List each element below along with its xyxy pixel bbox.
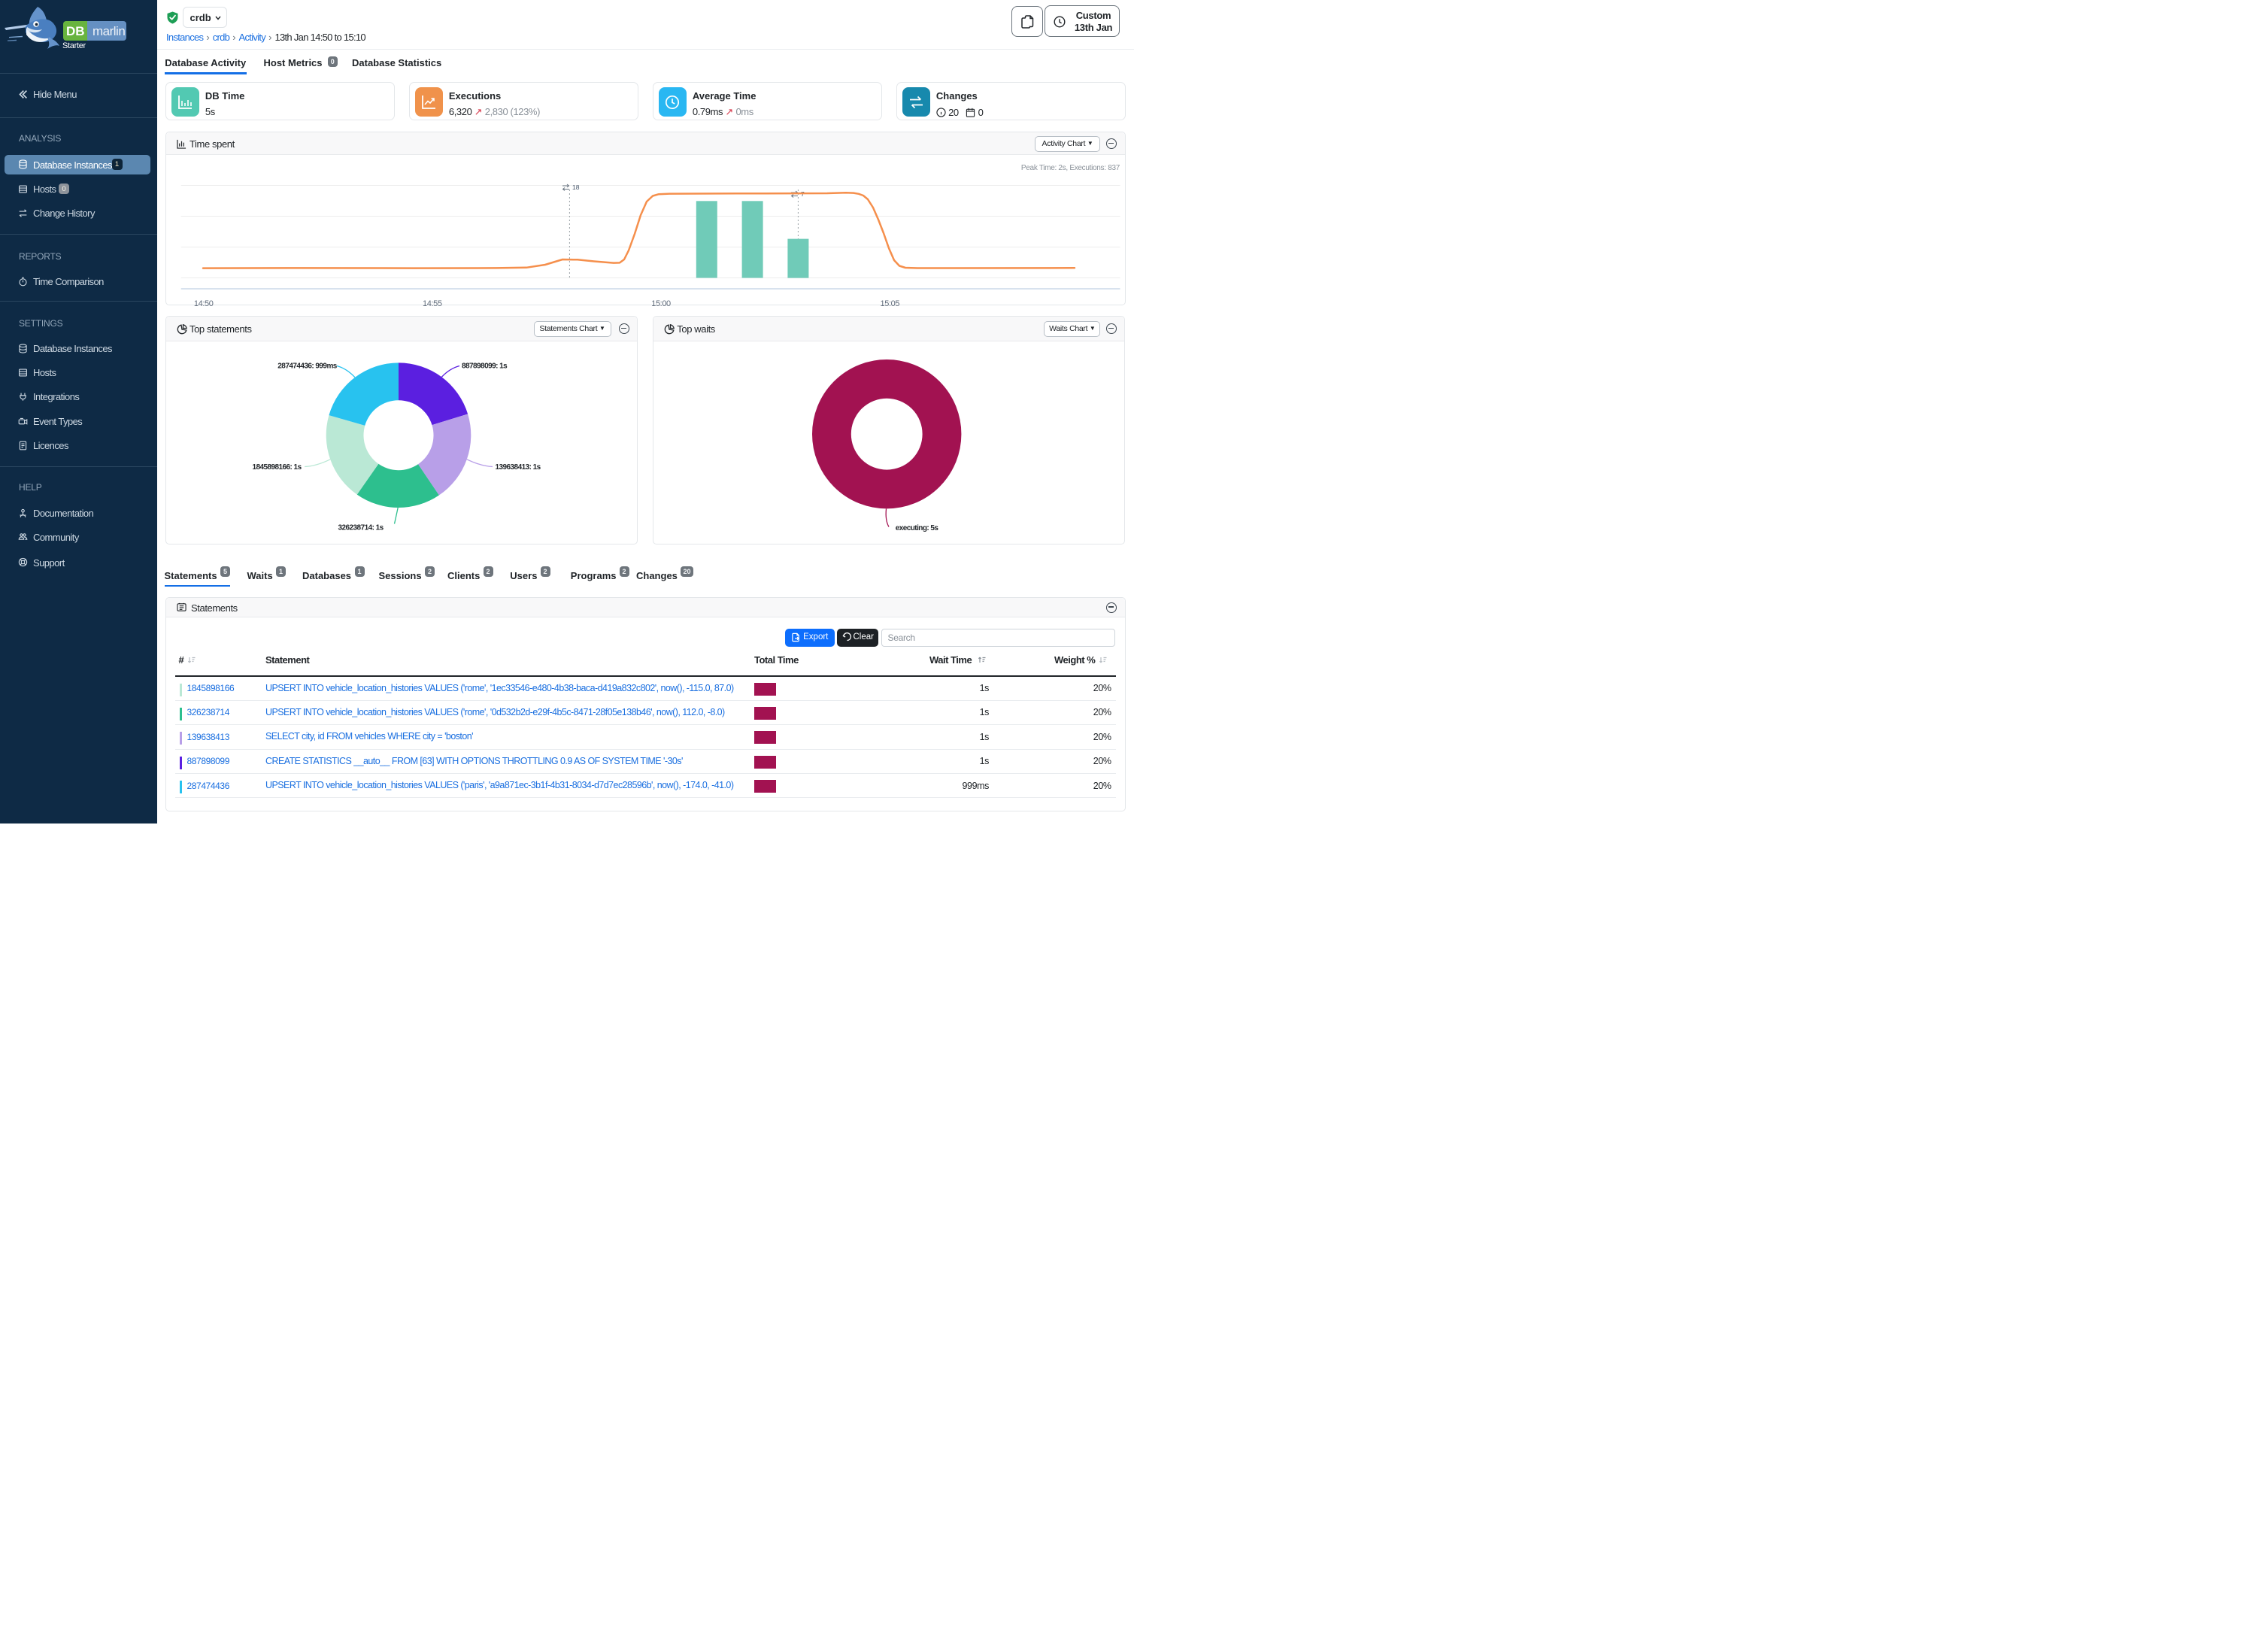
svg-text:14:55: 14:55 [423,299,442,308]
svg-text:139638413: 1s: 139638413: 1s [496,463,541,472]
svg-text:887898099: 1s: 887898099: 1s [462,362,508,371]
svg-text:1845898166: 1s: 1845898166: 1s [252,463,302,472]
svg-text:Peak Time: 2s, Executions: 837: Peak Time: 2s, Executions: 837 [1021,164,1120,172]
svg-text:14:50: 14:50 [194,299,214,308]
svg-text:marlin: marlin [92,24,125,38]
svg-text:DB: DB [66,24,85,38]
svg-text:287474436: 999ms: 287474436: 999ms [277,362,337,371]
svg-text:326238714: 1s: 326238714: 1s [338,524,384,532]
svg-text:15:05: 15:05 [881,299,900,308]
svg-text:18: 18 [572,184,580,191]
svg-text:executing: 5s: executing: 5s [896,524,939,532]
svg-text:15:00: 15:00 [651,299,671,308]
